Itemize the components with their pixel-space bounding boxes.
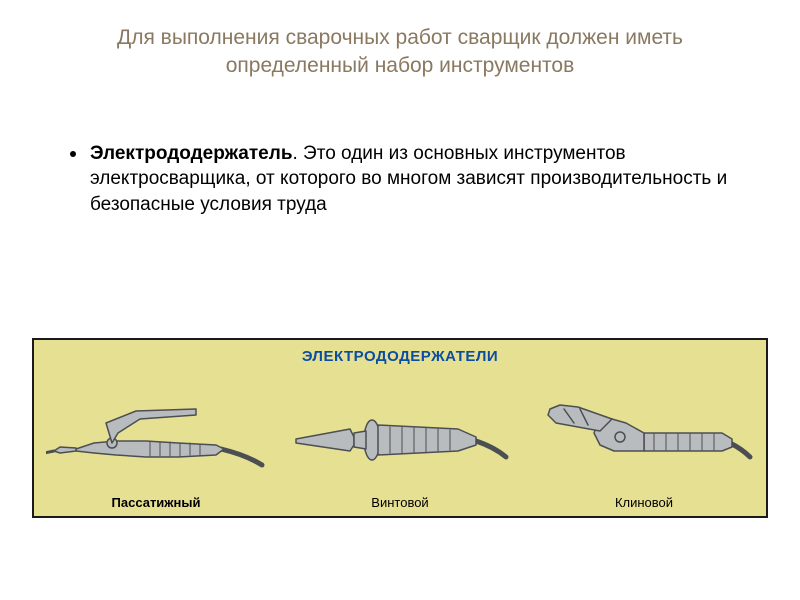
- tool-wedge: [522, 386, 766, 490]
- figure-title: ЭЛЕКТРОДОДЕРЖАТЕЛИ: [302, 348, 498, 365]
- tool-plier: [34, 386, 278, 490]
- label-wedge: Клиновой: [522, 495, 766, 510]
- bullet-item: Электрододержатель. Это один из основных…: [70, 141, 730, 218]
- wedge-holder-icon: [534, 393, 754, 483]
- page-title: Для выполнения сварочных работ сварщик д…: [0, 0, 800, 81]
- labels-row: Пассатижный Винтовой Клиновой: [34, 495, 766, 510]
- screw-holder-icon: [290, 393, 510, 483]
- bullet-marker: [70, 151, 76, 157]
- title-line-1: Для выполнения сварочных работ сварщик д…: [117, 26, 683, 49]
- label-screw: Винтовой: [278, 495, 522, 510]
- title-line-2: определенный набор инструментов: [226, 54, 575, 77]
- tools-row: [34, 386, 766, 490]
- label-plier: Пассатижный: [34, 495, 278, 510]
- plier-holder-icon: [46, 393, 266, 483]
- body-text-area: Электрододержатель. Это один из основных…: [0, 81, 800, 218]
- bullet-term: Электрододержатель: [90, 143, 293, 164]
- electrode-holders-figure: ЭЛЕКТРОДОДЕРЖАТЕЛИ: [32, 338, 768, 518]
- tool-screw: [278, 386, 522, 490]
- bullet-text: Электрододержатель. Это один из основных…: [90, 141, 730, 218]
